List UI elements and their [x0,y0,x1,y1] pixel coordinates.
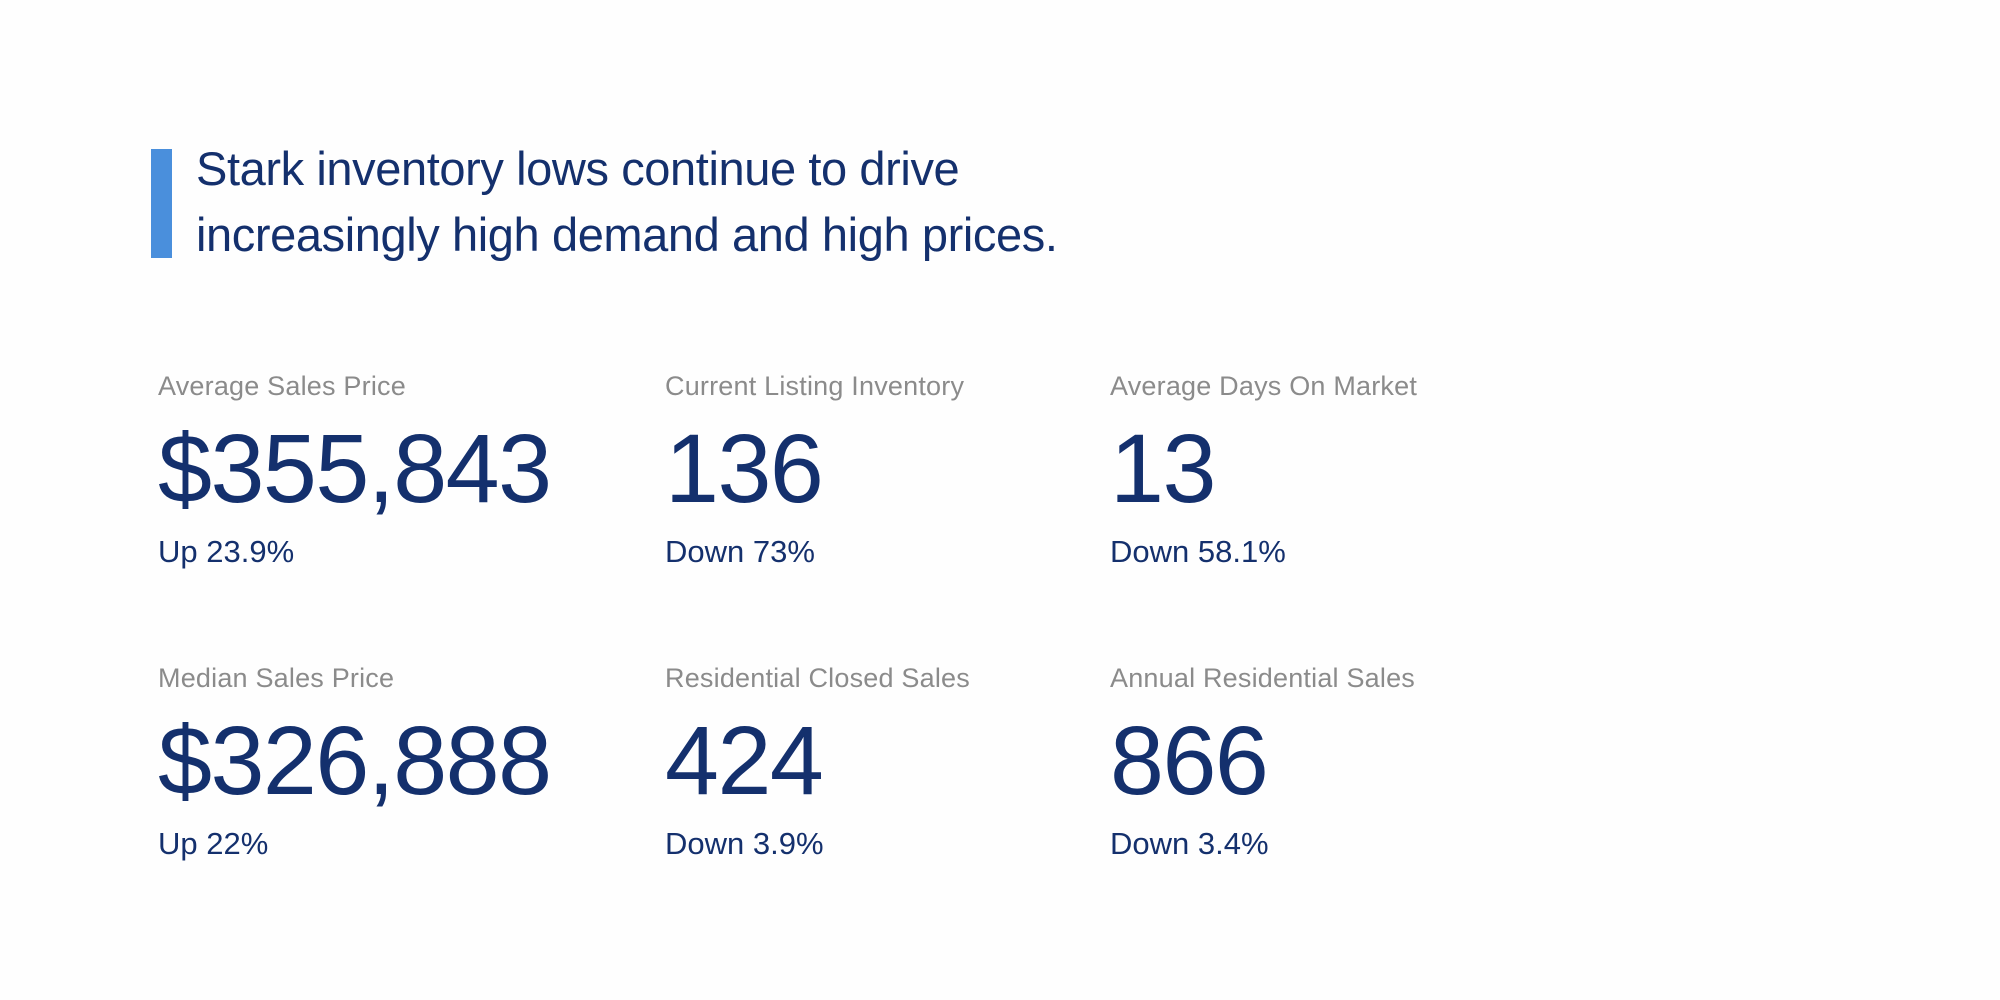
stat-change: Down 3.4% [1110,826,1269,861]
stat-card-average-days-on-market: Average Days On Market 13 Down 58.1% [1110,370,1610,570]
stat-label: Average Sales Price [158,371,406,401]
accent-bar [151,149,172,258]
stat-change: Down 3.9% [665,826,824,861]
stat-label: Current Listing Inventory [665,371,965,401]
stat-label: Residential Closed Sales [665,663,970,693]
stat-value: 13 [1110,414,1216,523]
stat-label: Average Days On Market [1110,371,1418,401]
stat-label: Median Sales Price [158,663,395,693]
stat-card-annual-residential-sales: Annual Residential Sales 866 Down 3.4% [1110,662,1610,862]
stat-change: Up 23.9% [158,534,295,569]
stat-label: Annual Residential Sales [1110,663,1415,693]
stat-card-residential-closed-sales: Residential Closed Sales 424 Down 3.9% [665,662,1110,862]
stat-value: 866 [1110,706,1269,815]
stat-value: 136 [665,414,824,523]
stat-card-current-listing-inventory: Current Listing Inventory 136 Down 73% [665,370,1110,570]
headline-line-2: increasingly high demand and high prices… [196,208,1058,261]
stat-value: $326,888 [158,706,552,815]
stats-grid: Average Sales Price $355,843 Up 23.9% Cu… [158,370,1610,862]
headline-section: Stark inventory lows continue to drive i… [151,136,1058,268]
stat-value: $355,843 [158,414,552,523]
stat-card-median-sales-price: Median Sales Price $326,888 Up 22% [158,662,665,862]
stat-change: Down 73% [665,534,815,569]
stat-change: Down 58.1% [1110,534,1286,569]
headline-line-1: Stark inventory lows continue to drive [196,142,960,195]
stat-card-average-sales-price: Average Sales Price $355,843 Up 23.9% [158,370,665,570]
page-title: Stark inventory lows continue to drive i… [196,136,1058,268]
stat-change: Up 22% [158,826,269,861]
stat-value: 424 [665,706,824,815]
